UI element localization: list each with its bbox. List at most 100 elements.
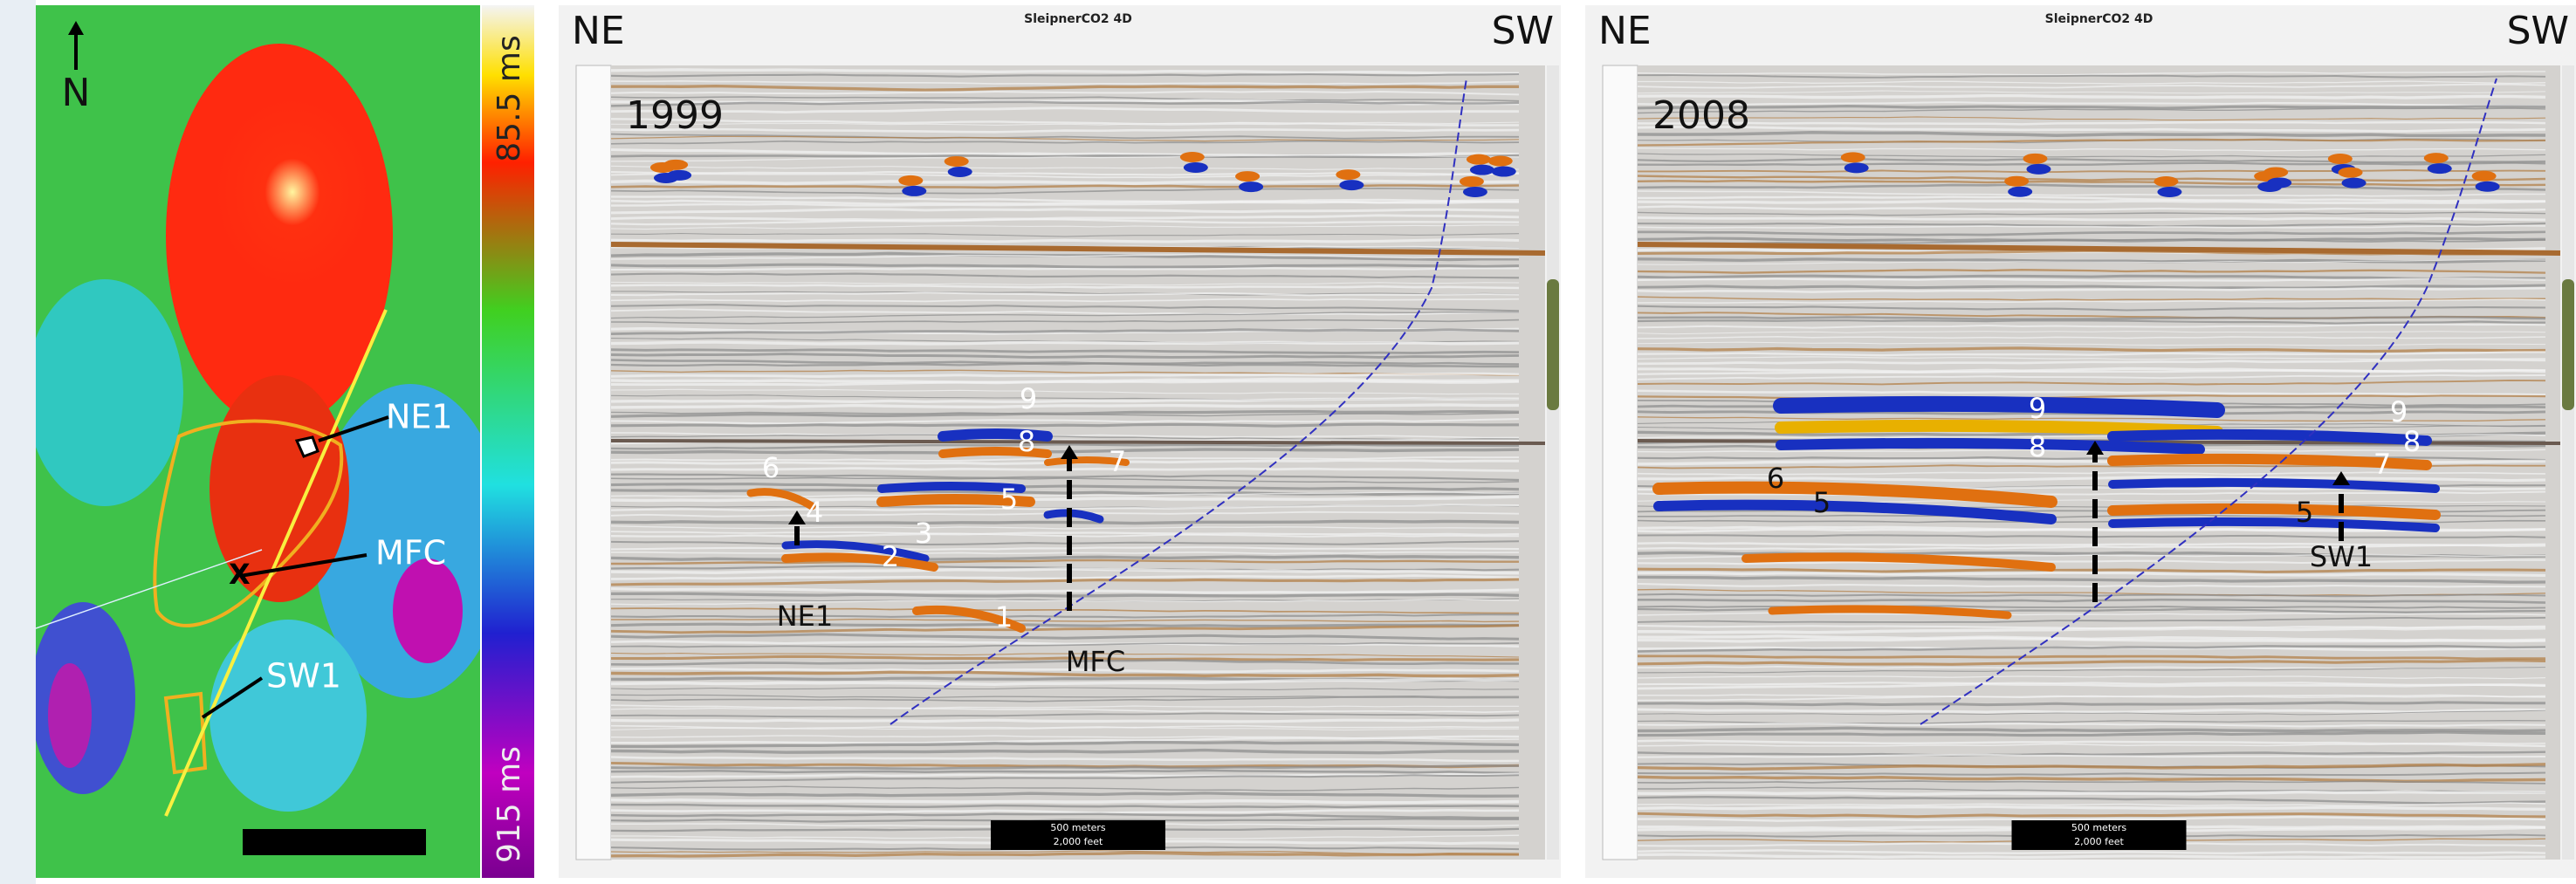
- reflector: [611, 240, 1519, 242]
- reflector: [2424, 153, 2449, 163]
- section-title: SleipnerCO2 4D: [1024, 12, 1132, 26]
- reflector: [2339, 168, 2363, 178]
- reflector: [1467, 154, 1491, 165]
- reflector: [1470, 165, 1494, 175]
- scale-label: 2,000 feet: [2074, 836, 2124, 847]
- figure: X N NE1 MFC SW1 85.5 ms 915 ms 500 meter…: [0, 0, 2576, 884]
- layer-label: NE1: [777, 600, 834, 633]
- scroll-thumb: [1547, 279, 1559, 410]
- map-patch: [26, 279, 183, 506]
- reflector: [2342, 178, 2366, 188]
- map-patch: [48, 663, 92, 768]
- layer-label: 8: [1018, 425, 1035, 458]
- direction-right: SW: [1492, 9, 1554, 53]
- reflector: [2026, 164, 2050, 175]
- layer-label: MFC: [1066, 645, 1125, 678]
- scrollbar: [2562, 65, 2574, 860]
- co2-reflector: [1781, 443, 2200, 449]
- reflector: [898, 175, 923, 186]
- reflector: [2023, 154, 2047, 164]
- year-label: 2008: [1652, 93, 1750, 138]
- reflector: [1184, 162, 1208, 173]
- direction-left: NE: [1598, 9, 1652, 53]
- layer-label: 4: [806, 496, 823, 529]
- direction-right: SW: [2507, 9, 2569, 53]
- reflector: [1460, 176, 1484, 187]
- layer-label: 5: [1000, 483, 1018, 516]
- layer-label: 6: [1767, 462, 1784, 495]
- seismic-section: 500 meters2,000 feetSleipnerCO2 4DNESW19…: [559, 5, 1561, 878]
- co2-reflector: [2112, 435, 2427, 441]
- layer-label: 7: [2373, 448, 2391, 481]
- layer-label: 9: [2029, 392, 2046, 425]
- map-patch: [210, 620, 367, 812]
- reflector: [1180, 152, 1205, 162]
- reflector: [2157, 187, 2181, 197]
- reflector: [611, 342, 1519, 344]
- layer-label: 6: [762, 451, 780, 484]
- reflector: [1638, 201, 2545, 202]
- layer-label: 8: [2029, 430, 2046, 463]
- colorbar-bottom-label: 915 ms: [491, 746, 527, 863]
- scale-bar: [243, 829, 426, 855]
- layer-label: 3: [915, 517, 932, 550]
- reflector: [1336, 169, 1360, 180]
- time-axis: [576, 65, 611, 860]
- reflector: [1235, 171, 1260, 182]
- layer-label: 2: [882, 540, 899, 573]
- reflector: [1492, 167, 1516, 177]
- scale-label: 2,000 feet: [1054, 836, 1103, 847]
- seismic-section: 500 meters 2,000 feet SleipnerCO2 4D NE SW 20…: [1585, 5, 2576, 878]
- layer-label: SW1: [2310, 540, 2373, 573]
- map: X N NE1 MFC SW1: [26, 5, 506, 878]
- reflector: [1488, 156, 1513, 167]
- map-label: SW1: [266, 657, 341, 696]
- reflector: [2004, 176, 2029, 187]
- layer-label: 7: [1109, 445, 1126, 478]
- direction-left: NE: [572, 9, 625, 53]
- reflector: [1339, 180, 1364, 190]
- reflector: [2263, 167, 2288, 177]
- reflector: [611, 720, 1519, 722]
- scrollbar: [1547, 65, 1559, 860]
- reflector: [2428, 163, 2452, 174]
- reflector: [1841, 152, 1865, 162]
- layer-label: 5: [2296, 496, 2313, 529]
- reflector: [1844, 162, 1869, 173]
- colorbar-top-label: 85.5 ms: [491, 35, 527, 161]
- map-label: NE1: [386, 398, 453, 436]
- x-mark: X: [229, 558, 251, 591]
- scale-label: 500 meters: [2071, 822, 2127, 833]
- reflector: [611, 469, 1519, 471]
- scroll-thumb: [2562, 279, 2574, 410]
- seismic-image: [611, 65, 1545, 860]
- section-title: SleipnerCO2 4D: [2045, 12, 2154, 26]
- scale-label: 500 meters: [1050, 822, 1106, 833]
- reflector: [667, 170, 691, 181]
- map-patch: [214, 96, 371, 288]
- reflector: [948, 167, 972, 177]
- layer-label: 9: [1020, 382, 1037, 415]
- reflector: [2008, 187, 2032, 197]
- reflector: [2267, 177, 2291, 188]
- toolbar: [0, 0, 36, 884]
- layer-label: 1: [995, 600, 1013, 634]
- reflector: [2328, 154, 2353, 164]
- co2-reflector: [1781, 404, 2217, 410]
- reflector: [2476, 182, 2500, 192]
- reflector: [902, 186, 926, 196]
- north-label: N: [62, 71, 91, 115]
- layer-label: 8: [2403, 425, 2421, 458]
- map-label: MFC: [375, 534, 446, 572]
- year-label: 1999: [626, 93, 724, 138]
- layer-label: 9: [2390, 395, 2408, 428]
- layer-label: 5: [1813, 486, 1831, 519]
- co2-reflector: [2112, 509, 2435, 515]
- reflector: [1463, 187, 1487, 197]
- reflector: [2472, 171, 2497, 182]
- reflector: [2154, 176, 2178, 187]
- reflector: [663, 160, 688, 170]
- map-patch: [393, 558, 463, 663]
- time-axis: [1603, 65, 1638, 860]
- reflector: [1239, 182, 1263, 192]
